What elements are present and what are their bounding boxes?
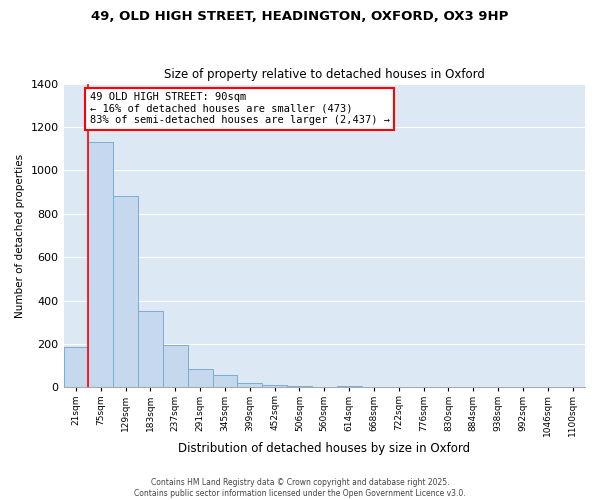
Bar xyxy=(238,383,262,388)
Y-axis label: Number of detached properties: Number of detached properties xyxy=(15,154,25,318)
Bar xyxy=(88,142,113,388)
Text: 49, OLD HIGH STREET, HEADINGTON, OXFORD, OX3 9HP: 49, OLD HIGH STREET, HEADINGTON, OXFORD,… xyxy=(91,10,509,23)
Bar xyxy=(262,385,287,388)
Bar xyxy=(287,386,312,388)
Bar xyxy=(212,376,238,388)
Bar xyxy=(138,312,163,388)
Bar xyxy=(163,345,188,388)
Bar xyxy=(113,196,138,388)
Bar xyxy=(337,386,362,388)
Text: 49 OLD HIGH STREET: 90sqm
← 16% of detached houses are smaller (473)
83% of semi: 49 OLD HIGH STREET: 90sqm ← 16% of detac… xyxy=(89,92,389,126)
Text: Contains HM Land Registry data © Crown copyright and database right 2025.
Contai: Contains HM Land Registry data © Crown c… xyxy=(134,478,466,498)
Bar xyxy=(64,347,88,388)
Bar xyxy=(188,369,212,388)
X-axis label: Distribution of detached houses by size in Oxford: Distribution of detached houses by size … xyxy=(178,442,470,455)
Title: Size of property relative to detached houses in Oxford: Size of property relative to detached ho… xyxy=(164,68,485,81)
